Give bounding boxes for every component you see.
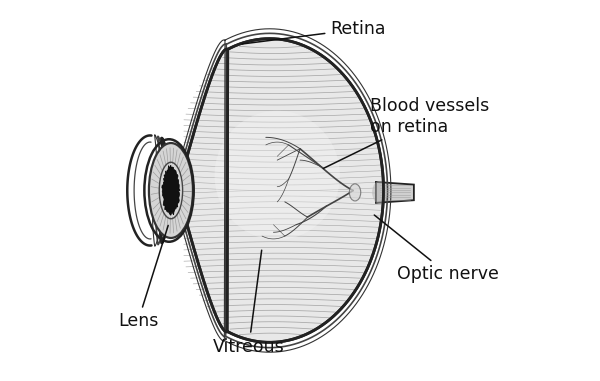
Polygon shape	[376, 182, 414, 203]
Ellipse shape	[215, 111, 340, 240]
Polygon shape	[162, 165, 180, 215]
Text: Lens: Lens	[118, 226, 168, 330]
Ellipse shape	[372, 181, 388, 204]
Text: Retina: Retina	[242, 20, 386, 44]
Text: Vitreous: Vitreous	[213, 250, 284, 355]
Text: Blood vessels
on retina: Blood vessels on retina	[323, 97, 490, 168]
Ellipse shape	[149, 143, 193, 238]
Polygon shape	[160, 38, 383, 343]
Ellipse shape	[349, 184, 361, 201]
Text: Optic nerve: Optic nerve	[374, 215, 499, 283]
